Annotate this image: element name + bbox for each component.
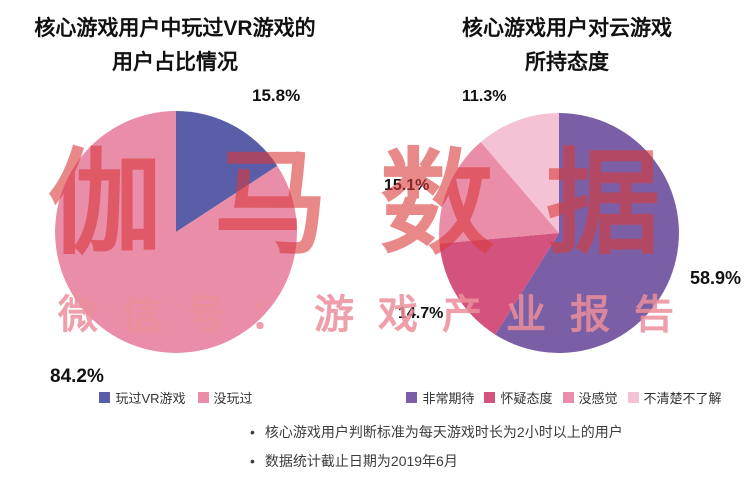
pie-slice <box>439 233 559 335</box>
pie-slice <box>55 111 297 353</box>
vr-pie-chart <box>55 111 297 353</box>
bullet-icon: • <box>250 452 255 469</box>
pie-slice <box>439 142 559 244</box>
footnote-text-2: 数据统计截止日期为2019年6月 <box>264 452 458 469</box>
legend-item-vr-played: 玩过VR游戏 <box>99 388 186 407</box>
cloud-data-label-doubt: 14.7% <box>398 305 444 322</box>
vr-chart-title-line1: 核心游戏用户中玩过VR游戏的 <box>34 17 316 40</box>
legend-item-vr-not-played: 没玩过 <box>197 388 253 407</box>
footnote-line: • 核心游戏用户判断标准为每天游戏时长为2小时以上的用户 <box>250 418 623 447</box>
legend-item-doubt: 怀疑态度 <box>484 388 553 407</box>
footnotes: • 核心游戏用户判断标准为每天游戏时长为2小时以上的用户 • 数据统计截止日期为… <box>250 418 623 475</box>
legend-swatch-vr-not-played <box>197 392 209 403</box>
pie-slice <box>495 113 679 353</box>
legend-item-unclear: 不清楚不了解 <box>627 388 722 407</box>
bullet-icon: • <box>250 424 255 440</box>
legend-label-expect: 非常期待 <box>422 391 475 406</box>
legend-label-unclear: 不清楚不了解 <box>643 391 722 406</box>
cloud-data-label-no-feeling: 15.1% <box>384 177 430 194</box>
cloud-chart-title: 核心游戏用户对云游戏 所持态度 <box>388 12 746 79</box>
vr-legend: 玩过VR游戏 没玩过 <box>28 388 324 407</box>
legend-swatch-vr-played <box>99 392 111 403</box>
footnote-text-1: 核心游戏用户判断标准为每天游戏时长为2小时以上的用户 <box>264 424 623 440</box>
legend-label-vr-played: 玩过VR游戏 <box>115 391 186 406</box>
vr-data-label-played: 15.8% <box>252 86 301 105</box>
legend-swatch-no-feeling <box>562 392 574 403</box>
vr-chart-title: 核心游戏用户中玩过VR游戏的 用户占比情况 <box>8 12 342 79</box>
cloud-chart-title-line2: 所持态度 <box>525 50 609 74</box>
legend-item-expect: 非常期待 <box>406 388 474 407</box>
cloud-chart-title-line1: 核心游戏用户对云游戏 <box>462 17 672 40</box>
legend-label-doubt: 怀疑态度 <box>500 391 553 406</box>
legend-label-vr-not-played: 没玩过 <box>213 391 253 406</box>
vr-data-label-not-played: 84.2% <box>50 366 104 387</box>
legend-item-no-feeling: 没感觉 <box>562 388 618 407</box>
legend-swatch-unclear <box>627 392 639 403</box>
footnote-line: • 数据统计截止日期为2019年6月 <box>250 447 623 476</box>
cloud-data-label-expect: 58.9% <box>690 268 742 288</box>
cloud-data-label-unclear: 11.3% <box>462 88 507 105</box>
legend-swatch-doubt <box>484 392 496 403</box>
legend-label-no-feeling: 没感觉 <box>578 391 618 406</box>
cloud-pie-chart <box>439 113 679 353</box>
vr-chart-title-line2: 用户占比情况 <box>112 50 238 74</box>
pie-slice <box>176 111 278 232</box>
pie-slice <box>480 113 559 233</box>
legend-swatch-expect <box>406 392 418 403</box>
cloud-legend: 非常期待 怀疑态度 没感觉 不清楚不了解 <box>380 388 748 407</box>
